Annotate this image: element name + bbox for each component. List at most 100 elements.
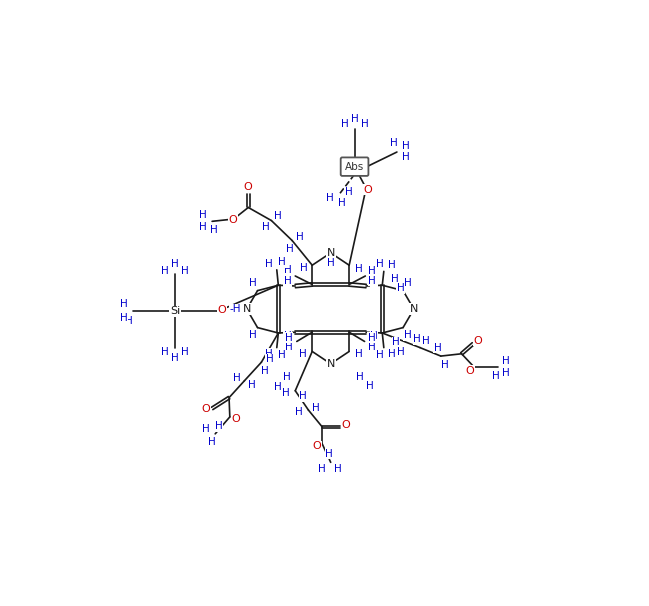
Text: N: N — [243, 304, 251, 314]
Text: H: H — [312, 402, 320, 413]
Text: H: H — [284, 265, 291, 275]
Text: O: O — [466, 365, 474, 376]
Text: H: H — [391, 274, 399, 284]
Text: H: H — [283, 372, 291, 382]
Text: H: H — [369, 265, 376, 276]
Text: H: H — [441, 359, 448, 370]
Text: O: O — [312, 441, 321, 451]
Text: H: H — [161, 347, 169, 357]
Text: H: H — [434, 342, 441, 353]
Text: H: H — [325, 449, 333, 459]
Text: H: H — [275, 211, 282, 221]
Text: H: H — [181, 265, 189, 276]
Text: H: H — [274, 382, 282, 392]
Text: H: H — [367, 342, 375, 352]
Text: H: H — [341, 119, 349, 128]
Text: H: H — [392, 337, 400, 347]
FancyBboxPatch shape — [341, 158, 369, 176]
Text: H: H — [161, 265, 169, 276]
Text: H: H — [171, 259, 179, 270]
Text: H: H — [285, 333, 293, 342]
Text: H: H — [366, 381, 374, 391]
Text: H: H — [119, 299, 127, 310]
Text: H: H — [199, 210, 207, 220]
Text: H: H — [215, 421, 223, 431]
Text: H: H — [502, 356, 510, 365]
Text: H: H — [502, 368, 510, 378]
Text: H: H — [299, 349, 307, 359]
Text: H: H — [370, 278, 378, 288]
Text: H: H — [354, 264, 362, 274]
Text: H: H — [282, 388, 290, 398]
Text: H: H — [262, 222, 270, 231]
Text: O: O — [232, 415, 240, 424]
Text: H: H — [249, 330, 257, 341]
Text: H: H — [319, 464, 326, 474]
Text: O: O — [228, 215, 238, 225]
Text: O: O — [202, 404, 210, 415]
Text: H: H — [285, 342, 293, 352]
Text: H: H — [413, 334, 421, 344]
Text: H: H — [326, 193, 334, 203]
Text: H: H — [284, 278, 291, 288]
Text: H: H — [404, 278, 411, 288]
Text: H: H — [397, 347, 404, 357]
Text: H: H — [334, 464, 341, 474]
Text: H: H — [265, 259, 273, 268]
Text: H: H — [295, 407, 303, 418]
Text: N: N — [326, 359, 335, 369]
Text: H: H — [286, 244, 294, 254]
Text: H: H — [397, 284, 404, 293]
Text: H: H — [296, 231, 304, 242]
Text: H: H — [262, 365, 269, 376]
Text: O: O — [363, 185, 372, 195]
Text: H: H — [181, 347, 189, 357]
Text: H: H — [208, 438, 216, 447]
Text: H: H — [327, 258, 335, 268]
Text: H: H — [249, 278, 257, 288]
Text: H: H — [350, 114, 358, 124]
Text: H: H — [299, 391, 307, 401]
Text: O: O — [218, 305, 227, 315]
Text: H: H — [422, 336, 430, 347]
Text: H: H — [370, 331, 378, 341]
Text: H: H — [337, 198, 345, 208]
Text: H: H — [300, 262, 308, 273]
Text: H: H — [278, 350, 286, 361]
Text: -H: -H — [230, 304, 241, 314]
Text: H: H — [402, 153, 410, 162]
Text: H: H — [376, 259, 384, 268]
Text: H: H — [387, 349, 395, 359]
Text: H: H — [265, 349, 273, 359]
Text: H: H — [402, 141, 410, 151]
Text: H: H — [387, 260, 395, 270]
Text: H: H — [404, 330, 411, 341]
Text: H: H — [354, 349, 362, 359]
Text: H: H — [493, 371, 500, 381]
Text: H: H — [249, 381, 256, 390]
Text: H: H — [284, 276, 291, 285]
Text: H: H — [390, 138, 398, 148]
Text: H: H — [369, 276, 376, 285]
Text: H: H — [202, 424, 210, 435]
Text: H: H — [367, 333, 375, 342]
Text: N: N — [410, 304, 418, 314]
Text: Abs: Abs — [345, 162, 364, 171]
Text: Si: Si — [170, 307, 180, 316]
Text: H: H — [125, 316, 133, 325]
Text: H: H — [119, 313, 127, 324]
Text: H: H — [376, 350, 384, 361]
Text: H: H — [199, 222, 207, 231]
Text: H: H — [284, 331, 291, 341]
Text: H: H — [278, 257, 286, 267]
Text: O: O — [342, 421, 350, 430]
Text: H: H — [361, 119, 369, 128]
Text: N: N — [326, 248, 335, 258]
Text: H: H — [356, 372, 364, 382]
Text: H: H — [345, 187, 352, 197]
Text: H: H — [171, 353, 179, 364]
Text: O: O — [473, 336, 482, 345]
Text: O: O — [243, 182, 252, 193]
Text: H: H — [233, 373, 241, 382]
Text: H: H — [266, 354, 274, 364]
